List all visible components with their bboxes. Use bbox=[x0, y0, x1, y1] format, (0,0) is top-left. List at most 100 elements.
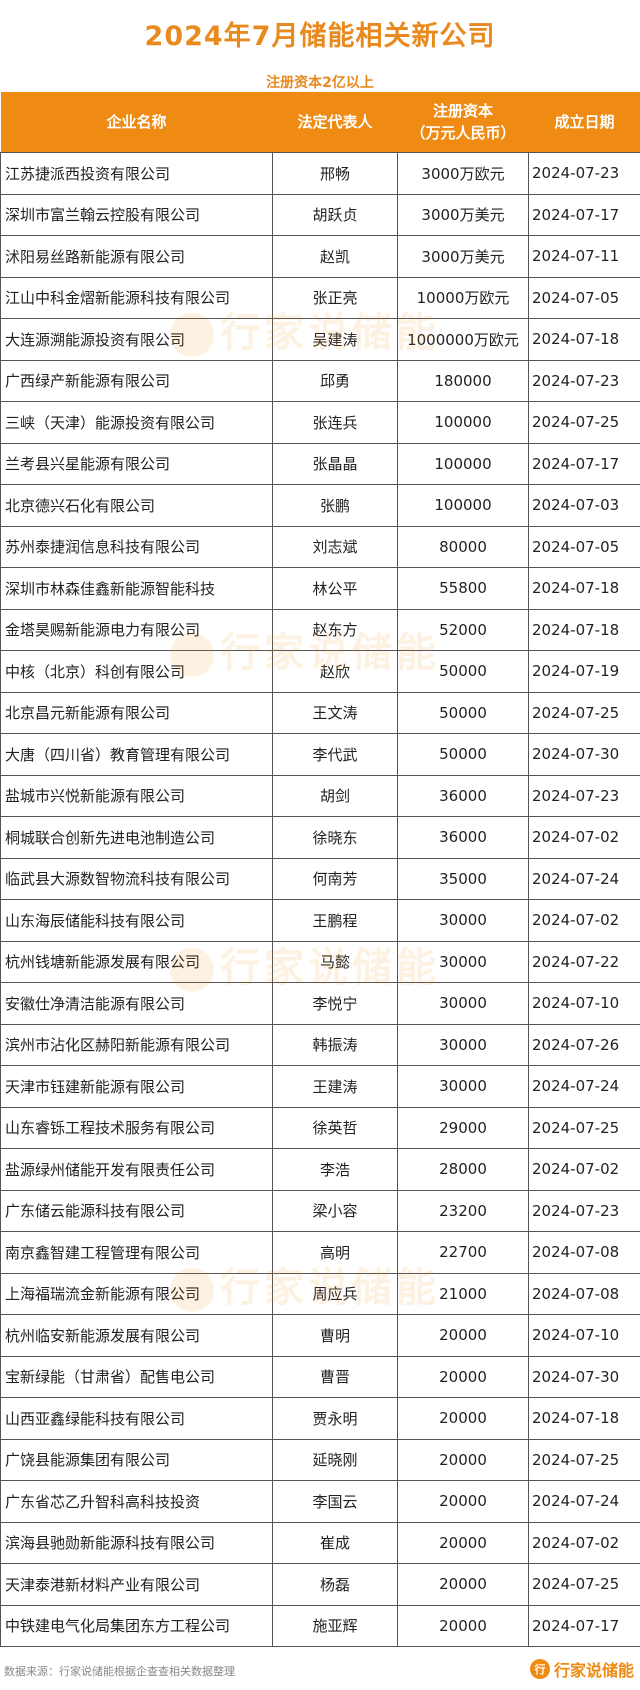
legal-rep-cell: 梁小容 bbox=[272, 1189, 398, 1232]
table-row: 广西绿产新能源有限公司 邱勇 180000 2024-07-23 bbox=[0, 359, 640, 402]
legal-rep-cell: 李国云 bbox=[272, 1480, 398, 1523]
registered-capital-cell: 20000 bbox=[397, 1480, 529, 1523]
brand-logo-icon: 行 bbox=[529, 1659, 550, 1679]
legal-rep-cell: 胡剑 bbox=[272, 774, 398, 817]
founded-date-cell: 2024-07-18 bbox=[528, 318, 640, 361]
company-name-cell: 江苏捷派西投资有限公司 bbox=[0, 152, 273, 195]
company-name-cell: 中核（北京）科创有限公司 bbox=[0, 650, 273, 693]
founded-date-cell: 2024-07-25 bbox=[528, 1106, 640, 1149]
founded-date-cell: 2024-07-18 bbox=[528, 1397, 640, 1440]
company-name-cell: 沭阳易丝路新能源有限公司 bbox=[0, 235, 273, 278]
founded-date-cell: 2024-07-22 bbox=[528, 940, 640, 983]
registered-capital-cell: 50000 bbox=[397, 733, 529, 776]
table-row: 天津泰港新材料产业有限公司 杨磊 20000 2024-07-25 bbox=[0, 1563, 640, 1606]
table-row: 大连源溯能源投资有限公司 吴建涛 1000000万欧元 2024-07-18 bbox=[0, 318, 640, 361]
table-header-row: 企业名称 法定代表人 注册资本 （万元人民币） 成立日期 bbox=[0, 92, 640, 153]
founded-date-cell: 2024-07-05 bbox=[528, 276, 640, 319]
company-name-cell: 广饶县能源集团有限公司 bbox=[0, 1438, 273, 1481]
legal-rep-cell: 邱勇 bbox=[272, 359, 398, 402]
table-row: 深圳市富兰翰云控股有限公司 胡跃贞 3000万美元 2024-07-17 bbox=[0, 193, 640, 236]
registered-capital-cell: 50000 bbox=[397, 691, 529, 734]
legal-rep-cell: 曹明 bbox=[272, 1314, 398, 1357]
table-row: 杭州钱塘新能源发展有限公司 马懿 30000 2024-07-22 bbox=[0, 940, 640, 983]
registered-capital-cell: 30000 bbox=[397, 940, 529, 983]
legal-rep-cell: 林公平 bbox=[272, 567, 398, 610]
table-row: 天津市钰建新能源有限公司 王建涛 30000 2024-07-24 bbox=[0, 1065, 640, 1108]
registered-capital-cell: 50000 bbox=[397, 650, 529, 693]
legal-rep-cell: 杨磊 bbox=[272, 1563, 398, 1606]
founded-date-cell: 2024-07-30 bbox=[528, 1355, 640, 1398]
registered-capital-cell: 20000 bbox=[397, 1604, 529, 1647]
table-row: 沭阳易丝路新能源有限公司 赵凯 3000万美元 2024-07-11 bbox=[0, 235, 640, 278]
company-name-cell: 山西亚鑫绿能科技有限公司 bbox=[0, 1397, 273, 1440]
legal-rep-cell: 李悦宁 bbox=[272, 982, 398, 1025]
legal-rep-cell: 马懿 bbox=[272, 940, 398, 983]
table-row: 广东省芯乙升智科高科技投资 李国云 20000 2024-07-24 bbox=[0, 1480, 640, 1523]
company-name-cell: 宝新绿能（甘肃省）配售电公司 bbox=[0, 1355, 273, 1398]
registered-capital-cell: 35000 bbox=[397, 857, 529, 900]
legal-rep-cell: 施亚辉 bbox=[272, 1604, 398, 1647]
registered-capital-cell: 3000万美元 bbox=[397, 193, 529, 236]
registered-capital-cell: 20000 bbox=[397, 1438, 529, 1481]
registered-capital-cell: 180000 bbox=[397, 359, 529, 402]
founded-date-cell: 2024-07-26 bbox=[528, 1023, 640, 1066]
table-row: 宝新绿能（甘肃省）配售电公司 曹晋 20000 2024-07-30 bbox=[0, 1355, 640, 1398]
table-row: 苏州泰捷润信息科技有限公司 刘志斌 80000 2024-07-05 bbox=[0, 525, 640, 568]
registered-capital-cell: 20000 bbox=[397, 1314, 529, 1357]
registered-capital-cell: 20000 bbox=[397, 1521, 529, 1564]
registered-capital-cell: 52000 bbox=[397, 608, 529, 651]
legal-rep-cell: 何南芳 bbox=[272, 857, 398, 900]
founded-date-cell: 2024-07-10 bbox=[528, 1314, 640, 1357]
founded-date-cell: 2024-07-23 bbox=[528, 1189, 640, 1232]
company-name-cell: 北京昌元新能源有限公司 bbox=[0, 691, 273, 734]
header-company-name: 企业名称 bbox=[0, 92, 273, 153]
registered-capital-cell: 100000 bbox=[397, 442, 529, 485]
company-name-cell: 广东储云能源科技有限公司 bbox=[0, 1189, 273, 1232]
legal-rep-cell: 曹晋 bbox=[272, 1355, 398, 1398]
company-name-cell: 山东睿铄工程技术服务有限公司 bbox=[0, 1106, 273, 1149]
header-registered-capital: 注册资本 （万元人民币） bbox=[397, 92, 529, 153]
table-row: 上海福瑞流金新能源有限公司 周应兵 21000 2024-07-08 bbox=[0, 1272, 640, 1315]
legal-rep-cell: 周应兵 bbox=[272, 1272, 398, 1315]
legal-rep-cell: 韩振涛 bbox=[272, 1023, 398, 1066]
company-name-cell: 山东海辰储能科技有限公司 bbox=[0, 899, 273, 942]
legal-rep-cell: 邢畅 bbox=[272, 152, 398, 195]
founded-date-cell: 2024-07-17 bbox=[528, 442, 640, 485]
legal-rep-cell: 胡跃贞 bbox=[272, 193, 398, 236]
founded-date-cell: 2024-07-17 bbox=[528, 193, 640, 236]
table-row: 杭州临安新能源发展有限公司 曹明 20000 2024-07-10 bbox=[0, 1314, 640, 1357]
legal-rep-cell: 李浩 bbox=[272, 1148, 398, 1191]
company-name-cell: 苏州泰捷润信息科技有限公司 bbox=[0, 525, 273, 568]
company-name-cell: 桐城联合创新先进电池制造公司 bbox=[0, 816, 273, 859]
registered-capital-cell: 100000 bbox=[397, 401, 529, 444]
founded-date-cell: 2024-07-18 bbox=[528, 608, 640, 651]
table-row: 盐城市兴悦新能源有限公司 胡剑 36000 2024-07-23 bbox=[0, 774, 640, 817]
legal-rep-cell: 徐晓东 bbox=[272, 816, 398, 859]
company-name-cell: 大唐（四川省）教育管理有限公司 bbox=[0, 733, 273, 776]
table-row: 山东睿铄工程技术服务有限公司 徐英哲 29000 2024-07-25 bbox=[0, 1106, 640, 1149]
table-row: 三峡（天津）能源投资有限公司 张连兵 100000 2024-07-25 bbox=[0, 401, 640, 444]
brand-logo: 行行家说储能 bbox=[529, 1657, 634, 1681]
page-title: 2024年7月储能相关新公司 bbox=[144, 21, 496, 52]
company-name-cell: 天津泰港新材料产业有限公司 bbox=[0, 1563, 273, 1606]
founded-date-cell: 2024-07-25 bbox=[528, 691, 640, 734]
table-row: 中核（北京）科创有限公司 赵欣 50000 2024-07-19 bbox=[0, 650, 640, 693]
founded-date-cell: 2024-07-24 bbox=[528, 1480, 640, 1523]
legal-rep-cell: 刘志斌 bbox=[272, 525, 398, 568]
legal-rep-cell: 崔成 bbox=[272, 1521, 398, 1564]
company-name-cell: 金塔昊赐新能源电力有限公司 bbox=[0, 608, 273, 651]
founded-date-cell: 2024-07-24 bbox=[528, 1065, 640, 1108]
founded-date-cell: 2024-07-23 bbox=[528, 152, 640, 195]
company-name-cell: 大连源溯能源投资有限公司 bbox=[0, 318, 273, 361]
legal-rep-cell: 高明 bbox=[272, 1231, 398, 1274]
table-row: 金塔昊赐新能源电力有限公司 赵东方 52000 2024-07-18 bbox=[0, 608, 640, 651]
founded-date-cell: 2024-07-08 bbox=[528, 1231, 640, 1274]
registered-capital-cell: 20000 bbox=[397, 1397, 529, 1440]
legal-rep-cell: 王建涛 bbox=[272, 1065, 398, 1108]
founded-date-cell: 2024-07-02 bbox=[528, 899, 640, 942]
legal-rep-cell: 吴建涛 bbox=[272, 318, 398, 361]
company-name-cell: 广东省芯乙升智科高科技投资 bbox=[0, 1480, 273, 1523]
header-capital-line1: 注册资本 bbox=[432, 102, 493, 120]
table-row: 滨州市沾化区赫阳新能源有限公司 韩振涛 30000 2024-07-26 bbox=[0, 1023, 640, 1066]
registered-capital-cell: 29000 bbox=[397, 1106, 529, 1149]
